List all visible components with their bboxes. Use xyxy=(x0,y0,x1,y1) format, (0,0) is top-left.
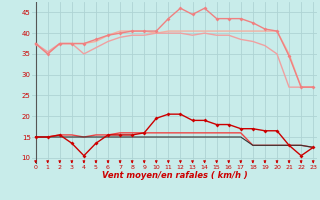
X-axis label: Vent moyen/en rafales ( km/h ): Vent moyen/en rafales ( km/h ) xyxy=(101,171,247,180)
